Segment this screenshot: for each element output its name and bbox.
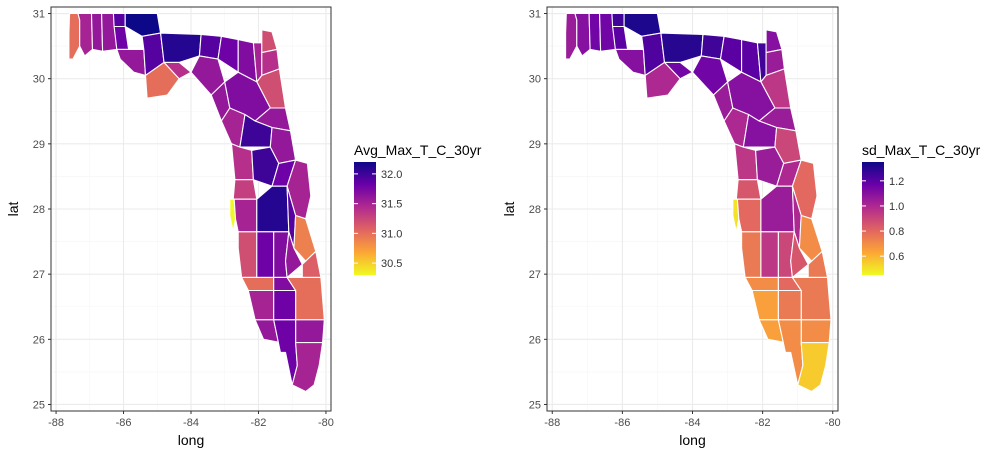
chart-2: -88 -86 -84 -82 -80 25 26 27 28 29 30 31 long lat sd_M… bbox=[501, 6, 981, 448]
region-okaloosa bbox=[588, 12, 602, 52]
region-pasco bbox=[735, 179, 762, 200]
region-holmes bbox=[112, 12, 126, 28]
x-tick-label: -84 bbox=[685, 417, 701, 429]
legend-break-label: 31.5 bbox=[381, 199, 402, 211]
region-manatee-sarasota bbox=[237, 231, 258, 278]
legend-title: Avg_Max_T_C_30yr bbox=[354, 142, 482, 158]
x-tick-label: -82 bbox=[251, 417, 267, 429]
x-axis-title: long bbox=[679, 432, 705, 448]
y-tick-label: 28 bbox=[33, 204, 45, 216]
region-miami-dade bbox=[291, 342, 324, 393]
x-tick-label: -84 bbox=[183, 417, 199, 429]
y-tick-label: 26 bbox=[33, 334, 45, 346]
legend: sd_Max_T_C_30yr 0.6 0.8 1.0 1.2 bbox=[862, 142, 981, 275]
legend-break-label: 32.0 bbox=[381, 169, 402, 181]
y-tick-label: 29 bbox=[529, 139, 541, 151]
legend-break-label: 0.8 bbox=[889, 226, 904, 238]
region-holmes bbox=[611, 12, 625, 28]
legend-break-label: 1.0 bbox=[889, 201, 904, 213]
x-tick-label: -80 bbox=[825, 417, 841, 429]
legend: Avg_Max_T_C_30yr 30.5 31.0 31.5 32.0 bbox=[354, 142, 482, 275]
legend-break-label: 1.2 bbox=[889, 176, 904, 188]
region-broward bbox=[800, 319, 832, 344]
map-regions bbox=[68, 12, 325, 393]
y-tick-label: 29 bbox=[33, 139, 45, 151]
legend-title: sd_Max_T_C_30yr bbox=[862, 142, 981, 158]
region-pinellas bbox=[732, 198, 740, 233]
y-axis-title: lat bbox=[501, 202, 517, 217]
y-tick-label: 27 bbox=[33, 269, 45, 281]
region-gadsden-leon bbox=[660, 32, 704, 63]
region-pasco bbox=[232, 179, 258, 200]
region-indian-river-st-lucie bbox=[798, 214, 823, 262]
region-gulf-franklin bbox=[144, 61, 180, 99]
legend-break-label: 0.6 bbox=[889, 251, 904, 263]
x-tick-label: -80 bbox=[318, 417, 334, 429]
region-taylor bbox=[691, 55, 729, 96]
region-taylor bbox=[190, 55, 226, 96]
chart-1: -88 -86 -84 -82 -80 25 26 27 28 29 30 31 long lat Avg_… bbox=[5, 6, 482, 448]
region-broward bbox=[295, 319, 325, 344]
x-tick-label: -86 bbox=[614, 417, 630, 429]
legend-colorbar bbox=[862, 162, 884, 275]
y-tick-label: 26 bbox=[529, 334, 541, 346]
y-tick-label: 31 bbox=[529, 9, 541, 21]
region-hendry bbox=[273, 289, 297, 321]
y-tick-label: 25 bbox=[529, 399, 541, 411]
region-pinellas bbox=[229, 198, 237, 233]
region-bay bbox=[116, 48, 147, 76]
x-tick-label: -88 bbox=[48, 417, 64, 429]
region-hardee-desoto bbox=[256, 231, 275, 278]
y-tick-label: 30 bbox=[33, 74, 45, 86]
legend-colorbar bbox=[354, 162, 376, 275]
x-axis-title: long bbox=[178, 432, 204, 448]
x-tick-label: -86 bbox=[116, 417, 132, 429]
region-okaloosa bbox=[90, 12, 104, 52]
y-axis-title: lat bbox=[5, 202, 21, 217]
legend-break-label: 30.5 bbox=[381, 258, 402, 270]
region-gadsden-leon bbox=[160, 32, 202, 63]
x-tick-label: -82 bbox=[755, 417, 771, 429]
y-tick-label: 30 bbox=[529, 74, 541, 86]
y-tick-label: 31 bbox=[33, 9, 45, 21]
y-tick-label: 28 bbox=[529, 204, 541, 216]
region-bay bbox=[614, 48, 646, 76]
region-okeechobee bbox=[790, 231, 809, 278]
region-miami-dade bbox=[797, 342, 830, 393]
legend-break-label: 31.0 bbox=[381, 228, 402, 240]
region-hillsborough bbox=[233, 198, 258, 233]
y-tick-label: 25 bbox=[33, 399, 45, 411]
y-tick-label: 27 bbox=[529, 269, 541, 281]
region-gulf-franklin bbox=[644, 61, 681, 99]
x-tick-label: -88 bbox=[544, 417, 560, 429]
region-hillsborough bbox=[736, 198, 762, 233]
map-regions bbox=[565, 12, 832, 393]
region-hardee-desoto bbox=[760, 231, 779, 278]
region-hendry bbox=[777, 289, 802, 321]
region-indian-river-st-lucie bbox=[293, 214, 317, 262]
region-manatee-sarasota bbox=[741, 231, 762, 278]
region-okeechobee bbox=[284, 231, 303, 278]
